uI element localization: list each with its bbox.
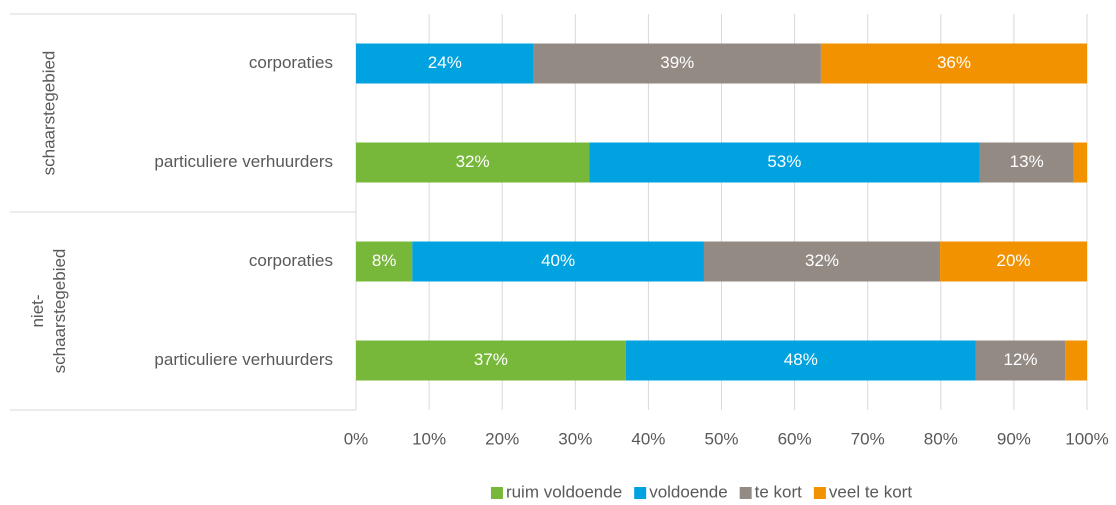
- group-label-line: niet-: [28, 294, 47, 327]
- data-label: 53%: [767, 152, 801, 171]
- bar-segment: [533, 43, 821, 84]
- legend-swatch: [813, 487, 826, 499]
- data-label: 24%: [428, 53, 462, 72]
- data-label: 37%: [474, 350, 508, 369]
- data-label: 13%: [1010, 152, 1044, 171]
- legend-label: te kort: [755, 482, 803, 501]
- bar-segment: [589, 142, 980, 183]
- bar-segment: [356, 340, 626, 381]
- x-tick-label: 90%: [997, 429, 1031, 448]
- data-label: 32%: [805, 251, 839, 270]
- x-tick-label: 40%: [631, 429, 665, 448]
- x-tick-label: 0%: [344, 429, 369, 448]
- legend-label: voldoende: [649, 482, 727, 501]
- bar-segment: [703, 241, 941, 282]
- x-tick-label: 80%: [924, 429, 958, 448]
- x-tick-label: 10%: [412, 429, 446, 448]
- data-label: 48%: [784, 350, 818, 369]
- x-tick-label: 60%: [778, 429, 812, 448]
- legend: ruim voldoende voldoende te kort veel te ko…: [490, 482, 912, 501]
- bar-segment: [975, 340, 1066, 381]
- y-tick-label: particuliere verhuurders: [154, 152, 333, 171]
- bar-segment: [356, 43, 534, 84]
- bar-segment: [820, 43, 1087, 84]
- x-tick-label: 100%: [1065, 429, 1108, 448]
- legend-swatch: [739, 487, 752, 499]
- y-tick-label: corporaties: [249, 251, 333, 270]
- legend-swatch: [634, 487, 647, 499]
- data-label: 12%: [1003, 350, 1037, 369]
- x-tick-label: 30%: [558, 429, 592, 448]
- data-label: 39%: [660, 53, 694, 72]
- group-label: niet-schaarstegebied: [28, 249, 69, 374]
- legend-label: veel te kort: [829, 482, 912, 501]
- bar-segment: [1073, 142, 1087, 183]
- bar-segment: [356, 142, 590, 183]
- data-label: 8%: [372, 251, 397, 270]
- x-tick-label: 70%: [851, 429, 885, 448]
- x-tick-label: 20%: [485, 429, 519, 448]
- bar-segment: [356, 241, 413, 282]
- group-label: schaarstegebied: [39, 51, 58, 176]
- legend-swatch: [490, 487, 503, 499]
- data-label: 32%: [456, 152, 490, 171]
- bar-segment: [1065, 340, 1087, 381]
- data-label: 40%: [541, 251, 575, 270]
- x-tick-label: 50%: [704, 429, 738, 448]
- bar-segment: [940, 241, 1087, 282]
- bar-segment: [979, 142, 1074, 183]
- data-label: 20%: [997, 251, 1031, 270]
- bar-segment: [625, 340, 976, 381]
- y-tick-label: particuliere verhuurders: [154, 350, 333, 369]
- legend-label: ruim voldoende: [506, 482, 622, 501]
- group-label-line: schaarstegebied: [50, 249, 69, 374]
- data-label: 36%: [937, 53, 971, 72]
- y-tick-label: corporaties: [249, 53, 333, 72]
- bar-segment: [412, 241, 704, 282]
